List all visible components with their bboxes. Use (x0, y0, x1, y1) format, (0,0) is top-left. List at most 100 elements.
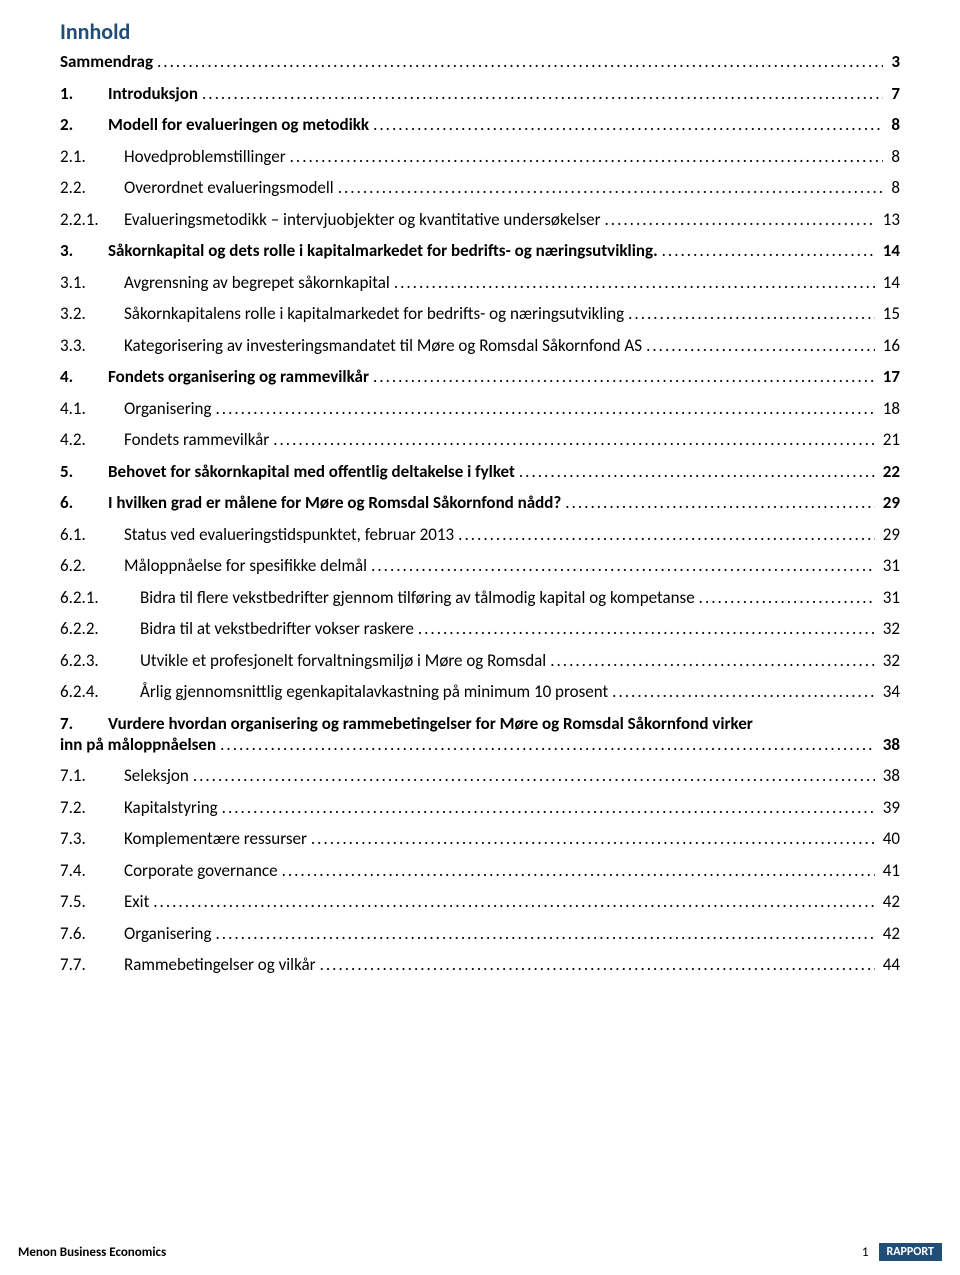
toc-entry[interactable]: 3.2.Såkornkapitalens rolle i kapitalmark… (60, 305, 900, 322)
toc-number: 5. (60, 463, 108, 480)
toc-entry[interactable]: 2.1.Hovedproblemstillinger8 (60, 148, 900, 165)
toc-page: 29 (879, 494, 900, 511)
toc-text: I hvilken grad er målene for Møre og Rom… (108, 494, 561, 511)
toc-entry[interactable]: 6.2.2.Bidra til at vekstbedrifter vokser… (60, 620, 900, 637)
toc-leader (373, 116, 883, 133)
toc-entry[interactable]: 4.1.Organisering18 (60, 400, 900, 417)
toc-entry[interactable]: 6.2.4.Årlig gjennomsnittlig egenkapitala… (60, 683, 900, 700)
toc-leader (371, 557, 875, 574)
footer-company: Menon Business Economics (18, 1245, 166, 1260)
toc-page: 22 (879, 463, 900, 480)
toc-leader (311, 830, 875, 847)
toc-page: 8 (887, 148, 900, 165)
toc-leader (215, 925, 874, 942)
toc-entry[interactable]: 5.Behovet for såkornkapital med offentli… (60, 463, 900, 480)
toc-text: Overordnet evalueringsmodell (124, 179, 334, 196)
toc-entry[interactable]: 6.1.Status ved evalueringstidspunktet, f… (60, 526, 900, 543)
toc-leader (282, 862, 875, 879)
toc-leader (320, 956, 875, 973)
toc-page: 14 (879, 274, 900, 291)
toc-text: Status ved evalueringstidspunktet, febru… (124, 526, 454, 543)
toc-number: 6.2.1. (60, 589, 140, 606)
toc-entry[interactable]: 7.3.Komplementære ressurser40 (60, 830, 900, 847)
toc-entry[interactable]: 7.1.Seleksjon38 (60, 767, 900, 784)
toc-page: 3 (887, 53, 900, 70)
toc-text: Evalueringsmetodikk – intervjuobjekter o… (124, 211, 601, 228)
toc-leader (193, 767, 875, 784)
toc-entry[interactable]: 7.5.Exit42 (60, 893, 900, 910)
toc-number: 7.2. (60, 799, 124, 816)
toc-entry-continuation[interactable]: inn på måloppnåelsen38 (60, 736, 900, 753)
toc-page: 18 (879, 400, 900, 417)
toc-entry[interactable]: 7.2.Kapitalstyring39 (60, 799, 900, 816)
toc-text: Såkornkapitalens rolle i kapitalmarkedet… (124, 305, 624, 322)
toc-page: 38 (879, 736, 900, 753)
toc-number: 4.1. (60, 400, 124, 417)
toc-leader (662, 242, 875, 259)
page-title: Innhold (60, 18, 900, 45)
toc-text: Fondets rammevilkår (124, 431, 269, 448)
toc-page: 13 (879, 211, 900, 228)
toc-entry[interactable]: 7.7.Rammebetingelser og vilkår44 (60, 956, 900, 973)
toc-text: Organisering (124, 925, 211, 942)
toc-number: 7.5. (60, 893, 124, 910)
toc-page: 31 (879, 589, 900, 606)
toc-page: 42 (879, 925, 900, 942)
table-of-contents: Sammendrag3 1.Introduksjon7 2.Modell for e… (60, 53, 900, 973)
toc-page: 8 (887, 179, 900, 196)
toc-number: 6.2.2. (60, 620, 140, 637)
toc-number: 7.6. (60, 925, 124, 942)
toc-entry[interactable]: 3.Såkornkapital og dets rolle i kapitalm… (60, 242, 900, 259)
toc-number: 7. (60, 715, 108, 732)
toc-page: 14 (879, 242, 900, 259)
toc-text: Avgrensning av begrepet såkornkapital (124, 274, 390, 291)
toc-leader (153, 893, 875, 910)
toc-entry[interactable]: Sammendrag3 (60, 53, 900, 70)
toc-text: Årlig gjennomsnittlig egenkapitalavkastn… (140, 683, 608, 700)
toc-leader (373, 368, 875, 385)
toc-text: Kapitalstyring (124, 799, 218, 816)
toc-entry[interactable]: 7.6.Organisering 42 (60, 925, 900, 942)
footer-badge: RAPPORT (879, 1243, 943, 1261)
toc-entry[interactable]: 2.2.1.Evalueringsmetodikk – intervjuobje… (60, 211, 900, 228)
toc-entry[interactable]: 4.Fondets organisering og rammevilkår17 (60, 368, 900, 385)
toc-entry[interactable]: 6.2.1.Bidra til flere vekstbedrifter gje… (60, 589, 900, 606)
toc-page: 40 (879, 830, 900, 847)
toc-entry[interactable]: 7.Vurdere hvordan organisering og rammeb… (60, 715, 900, 732)
toc-page: 44 (879, 956, 900, 973)
toc-entry[interactable]: 7.4.Corporate governance41 (60, 862, 900, 879)
toc-entry[interactable]: 2.2.Overordnet evalueringsmodell 8 (60, 179, 900, 196)
toc-number: 2.2. (60, 179, 124, 196)
toc-entry[interactable]: 3.1.Avgrensning av begrepet såkornkapita… (60, 274, 900, 291)
toc-number: 2.1. (60, 148, 124, 165)
toc-leader (222, 799, 875, 816)
toc-entry[interactable]: 3.3.Kategorisering av investeringsmandat… (60, 337, 900, 354)
toc-entry[interactable]: 6.2.Måloppnåelse for spesifikke delmål31 (60, 557, 900, 574)
toc-text: Vurdere hvordan organisering og rammebet… (108, 715, 753, 732)
toc-text: Bidra til at vekstbedrifter vokser raske… (140, 620, 414, 637)
toc-number: 3. (60, 242, 108, 259)
toc-leader (394, 274, 875, 291)
toc-page: 17 (879, 368, 900, 385)
toc-number: 3.3. (60, 337, 124, 354)
toc-text: Komplementære ressurser (124, 830, 307, 847)
toc-entry[interactable]: 1.Introduksjon7 (60, 85, 900, 102)
toc-leader (519, 463, 875, 480)
toc-number: 1. (60, 85, 108, 102)
toc-entry[interactable]: 2.Modell for evalueringen og metodikk8 (60, 116, 900, 133)
toc-page: 8 (887, 116, 900, 133)
toc-text: Såkornkapital og dets rolle i kapitalmar… (108, 242, 658, 259)
toc-text: Fondets organisering og rammevilkår (108, 368, 369, 385)
toc-entry[interactable]: 6.2.3.Utvikle et profesjonelt forvaltnin… (60, 652, 900, 669)
toc-page: 42 (879, 893, 900, 910)
toc-page: 41 (879, 862, 900, 879)
toc-page: 38 (879, 767, 900, 784)
footer-right: 1 RAPPORT (862, 1243, 942, 1261)
toc-leader (612, 683, 875, 700)
toc-number: 6.2. (60, 557, 124, 574)
toc-entry[interactable]: 4.2.Fondets rammevilkår21 (60, 431, 900, 448)
toc-page: 29 (879, 526, 900, 543)
toc-number: 7.7. (60, 956, 124, 973)
toc-number: 2. (60, 116, 108, 133)
toc-entry[interactable]: 6.I hvilken grad er målene for Møre og R… (60, 494, 900, 511)
